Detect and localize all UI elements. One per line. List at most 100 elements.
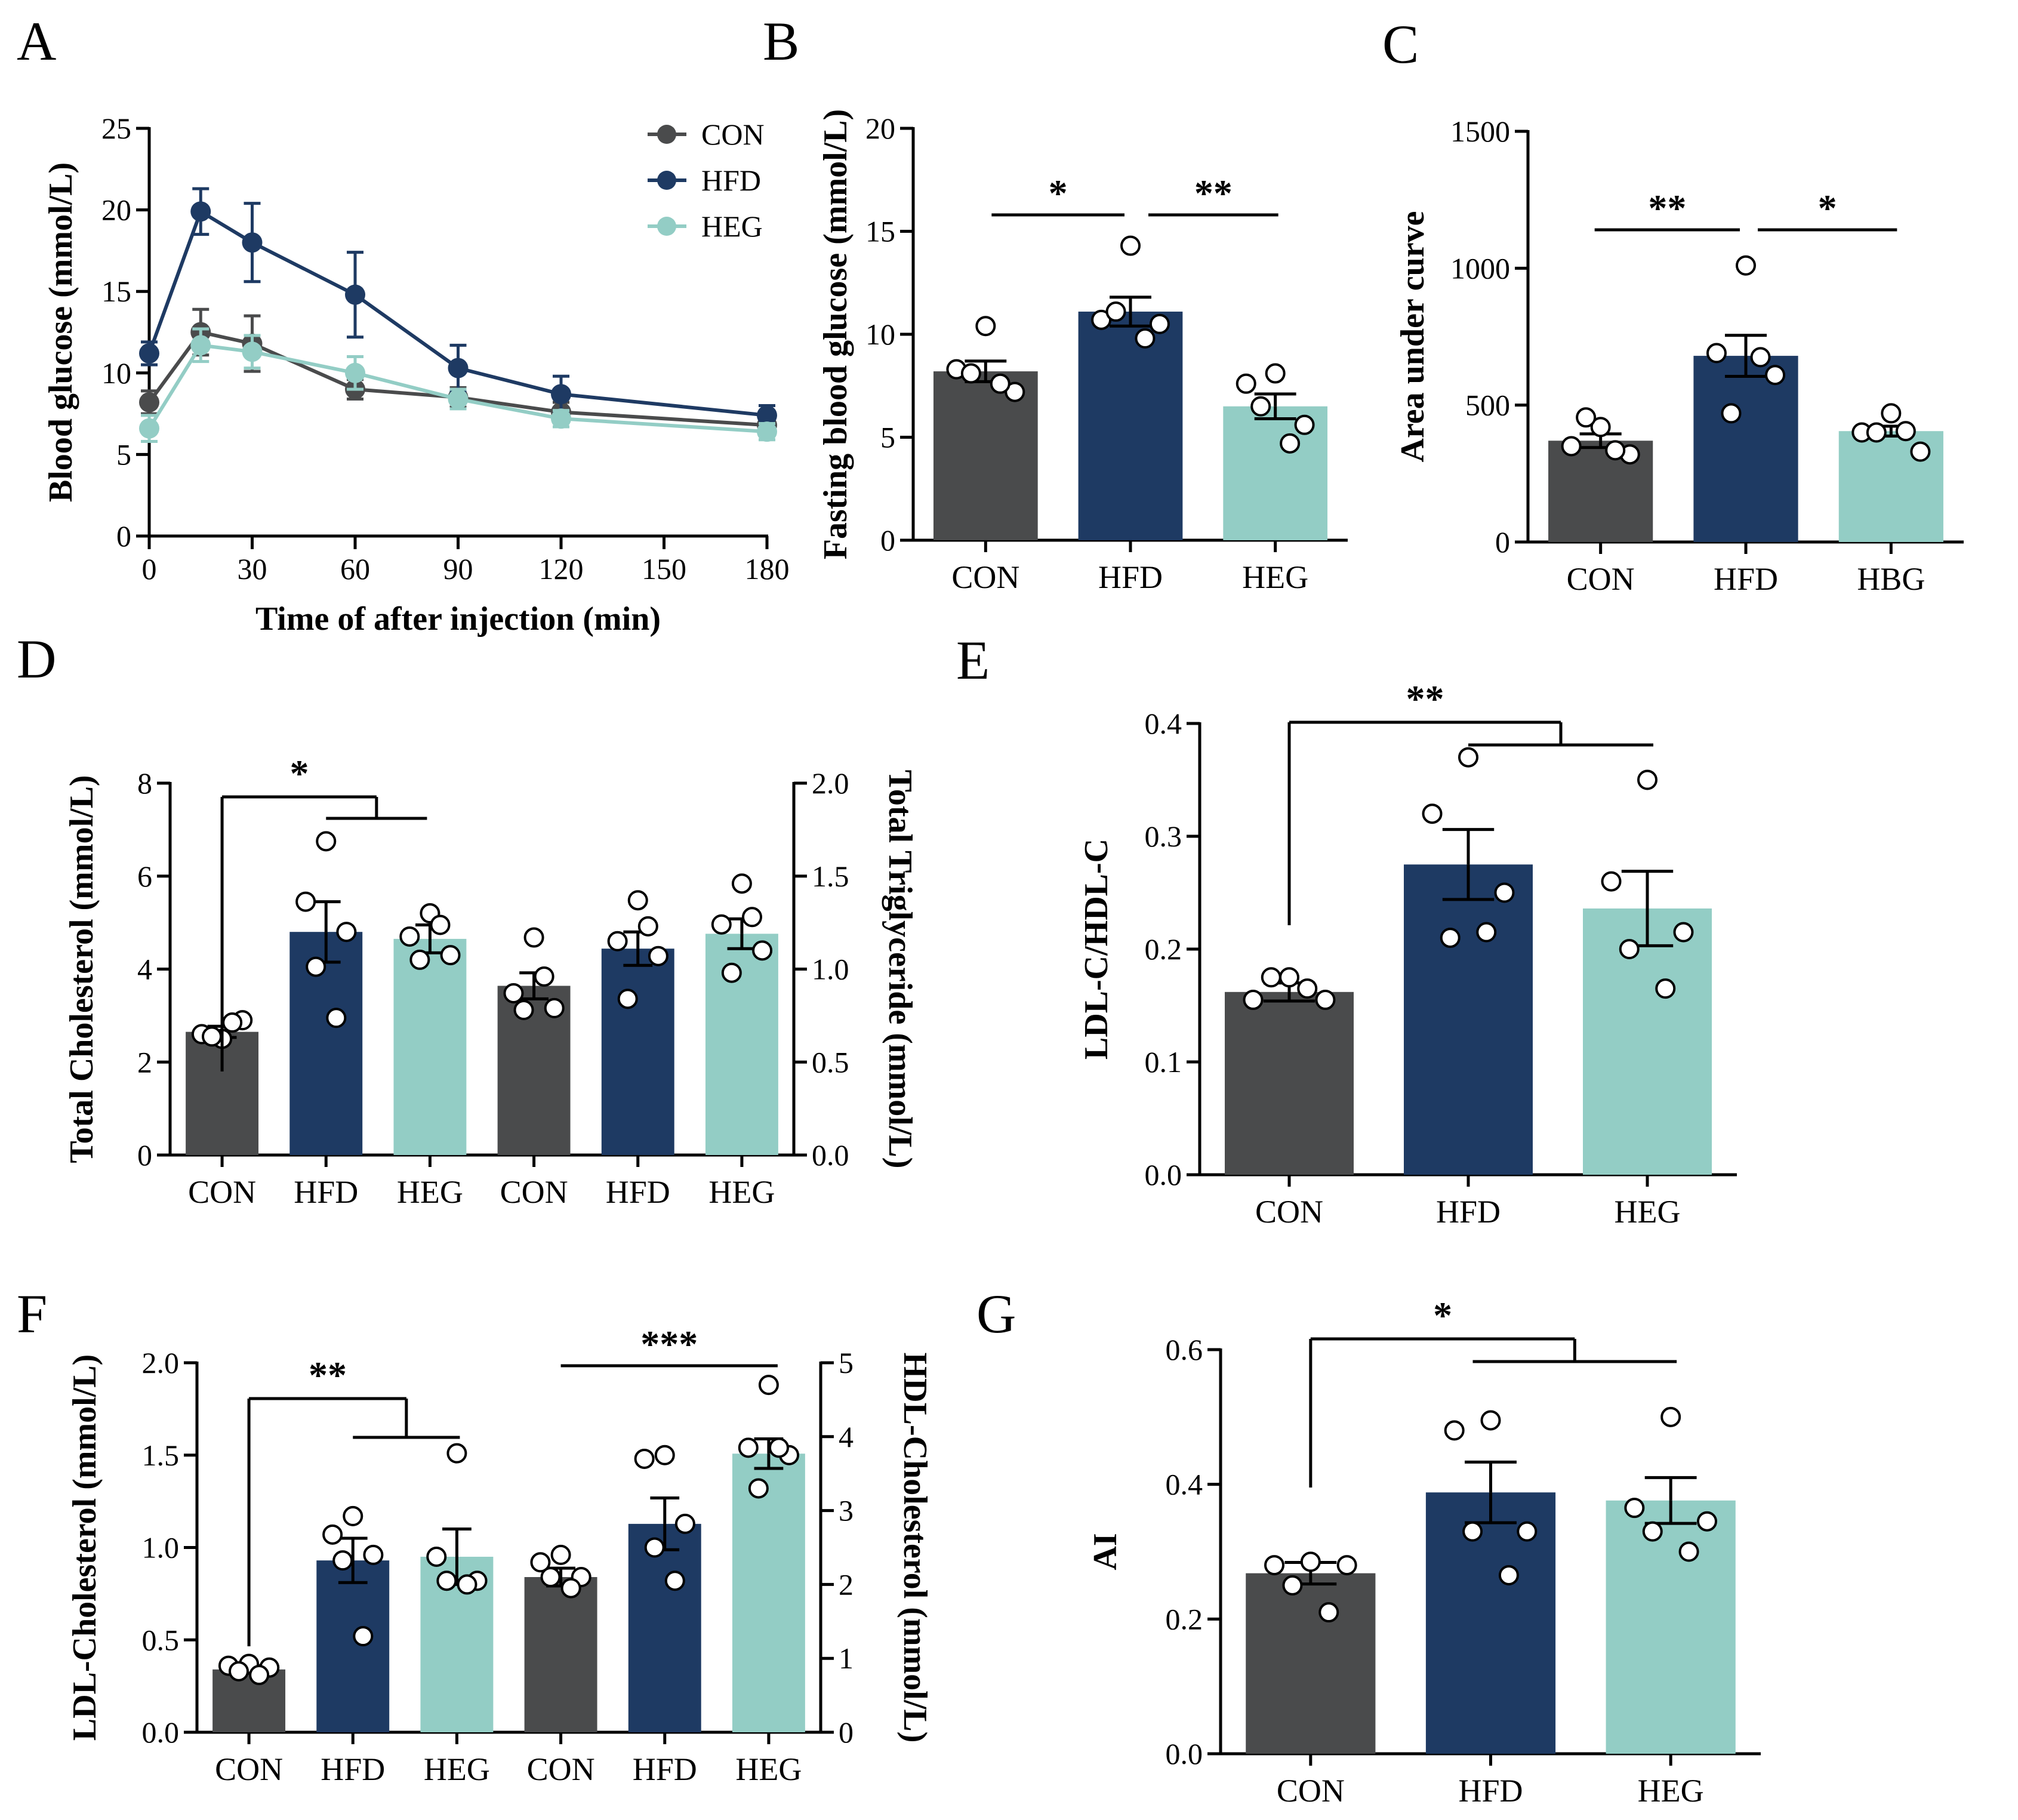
data-point <box>436 1570 457 1591</box>
data-point <box>448 358 469 378</box>
data-point <box>757 421 777 442</box>
bar-hfd <box>601 949 674 1155</box>
data-point <box>550 1544 571 1565</box>
bar-hfd <box>316 1560 390 1732</box>
x-category-label: CON <box>500 1174 568 1210</box>
data-point <box>1422 803 1443 824</box>
bar-heg <box>705 934 778 1155</box>
significance-stars: ** <box>309 1354 347 1396</box>
data-point <box>242 232 263 253</box>
panel-letter: D <box>17 629 56 689</box>
data-point <box>399 926 420 947</box>
bar-heg <box>732 1453 805 1732</box>
significance-stars: * <box>1818 187 1837 229</box>
data-point <box>1236 373 1256 394</box>
data-point <box>295 891 316 912</box>
data-point <box>513 1000 534 1021</box>
data-point <box>1318 1602 1339 1623</box>
data-point <box>1458 747 1478 768</box>
data-point <box>721 962 742 983</box>
data-point <box>1250 396 1271 417</box>
data-point <box>627 890 648 911</box>
y-tick-label: 0.6 <box>1166 1333 1203 1366</box>
x-category-label: HFD <box>321 1751 385 1787</box>
x-tick-label: 150 <box>642 552 686 586</box>
y-tick-label: 25 <box>101 112 131 145</box>
x-tick-label: 0 <box>142 552 157 586</box>
panel-letter: C <box>1382 14 1419 75</box>
x-category-label: CON <box>188 1174 256 1210</box>
data-point <box>523 927 544 948</box>
data-point <box>1498 1565 1519 1585</box>
y-tick-label: 0.0 <box>1166 1737 1203 1770</box>
x-category-label: HEG <box>1615 1194 1681 1230</box>
data-point <box>1480 1410 1501 1431</box>
y-tick-label: 2 <box>137 1045 152 1079</box>
y-tick-label: 1.5 <box>142 1439 180 1472</box>
data-point <box>336 922 357 943</box>
data-point <box>1264 1555 1285 1576</box>
y-tick-label: 0.1 <box>1145 1045 1182 1079</box>
y-tick-label: 0.3 <box>1145 820 1182 853</box>
legend-label: HFD <box>701 164 761 197</box>
data-point <box>139 392 159 412</box>
y-tick-label: 4 <box>137 953 152 986</box>
x-category-label: HEG <box>735 1751 802 1787</box>
data-point <box>1280 433 1301 454</box>
data-point <box>768 1437 789 1458</box>
data-point <box>1590 417 1611 438</box>
data-point <box>1696 1511 1717 1532</box>
data-point <box>990 373 1010 394</box>
legend-swatch-marker <box>657 171 676 190</box>
data-point <box>1637 769 1657 790</box>
y-tick-label: 1.0 <box>812 953 849 986</box>
bar-con <box>524 1577 597 1732</box>
data-point <box>426 1546 447 1567</box>
data-point <box>607 931 628 951</box>
data-point <box>440 945 461 966</box>
y-tick-label: 8 <box>137 766 152 800</box>
data-point <box>1243 990 1264 1011</box>
bar-con <box>1225 991 1354 1175</box>
x-tick-label: 180 <box>745 552 790 586</box>
data-point <box>1135 328 1156 349</box>
data-point <box>1561 436 1582 457</box>
y-tick-label: 0.4 <box>1145 707 1182 740</box>
data-point <box>1294 414 1315 435</box>
x-category-label: CON <box>215 1751 283 1787</box>
data-point <box>560 1578 581 1599</box>
data-point <box>975 316 996 337</box>
x-tick-label: 30 <box>238 552 267 586</box>
data-point <box>1866 422 1887 443</box>
data-point <box>534 966 554 987</box>
x-category-label: HFD <box>294 1174 358 1210</box>
y-tick-label: 2 <box>839 1568 854 1601</box>
data-point <box>1765 365 1786 386</box>
data-point <box>738 1437 759 1458</box>
bar-heg <box>1606 1500 1736 1754</box>
data-point <box>430 914 451 935</box>
bar-hfd <box>1078 312 1183 540</box>
data-point <box>664 1570 685 1591</box>
data-point <box>448 389 469 409</box>
data-point <box>674 1513 695 1534</box>
data-point <box>644 1537 665 1558</box>
significance-stars: * <box>1433 1294 1452 1336</box>
data-point <box>1576 407 1597 428</box>
data-point <box>326 1008 347 1028</box>
data-point <box>316 831 337 852</box>
y-tick-label: 1500 <box>1450 115 1510 148</box>
data-point <box>139 418 159 439</box>
data-point <box>960 363 981 384</box>
y-axis-title: Area under curve <box>1394 211 1431 463</box>
data-point <box>637 916 658 937</box>
data-point <box>1300 1551 1321 1572</box>
data-point <box>1619 939 1640 959</box>
panel-f: F 0.0 0.5 1.0 1.5 2.0 0 1 2 3 4 5 LDL-Cholesterol (m… <box>17 1283 933 1787</box>
y-axis-title-left: Total Cholesterol (mmol/L) <box>63 775 100 1163</box>
y-tick-label: 20 <box>865 112 895 145</box>
legend-swatch-marker <box>657 217 676 236</box>
data-point <box>343 1505 363 1526</box>
